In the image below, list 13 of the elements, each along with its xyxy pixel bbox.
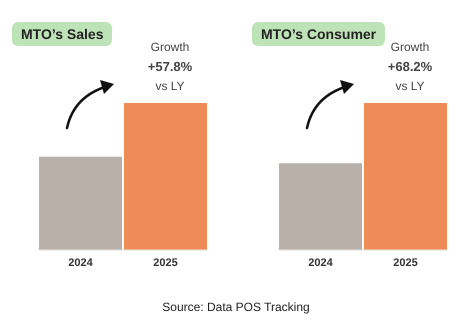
text: Growth: [390, 40, 430, 54]
text: Growth: [150, 40, 190, 54]
x-tick-label: 2025: [153, 256, 178, 269]
text: +57.8%: [146, 59, 194, 74]
x-tick-label: 2024: [68, 256, 94, 269]
chart-title: MTO’s Sales: [12, 22, 112, 46]
text: vs LY: [394, 79, 426, 93]
text: +68.2%: [386, 59, 434, 74]
source-note: Source: Data POS Tracking: [161, 300, 311, 314]
x-tick-label: 2024: [308, 256, 334, 269]
text: vs LY: [154, 79, 186, 93]
chart-title: MTO’s Consumer: [252, 22, 386, 46]
x-tick-label: 2025: [393, 256, 418, 269]
